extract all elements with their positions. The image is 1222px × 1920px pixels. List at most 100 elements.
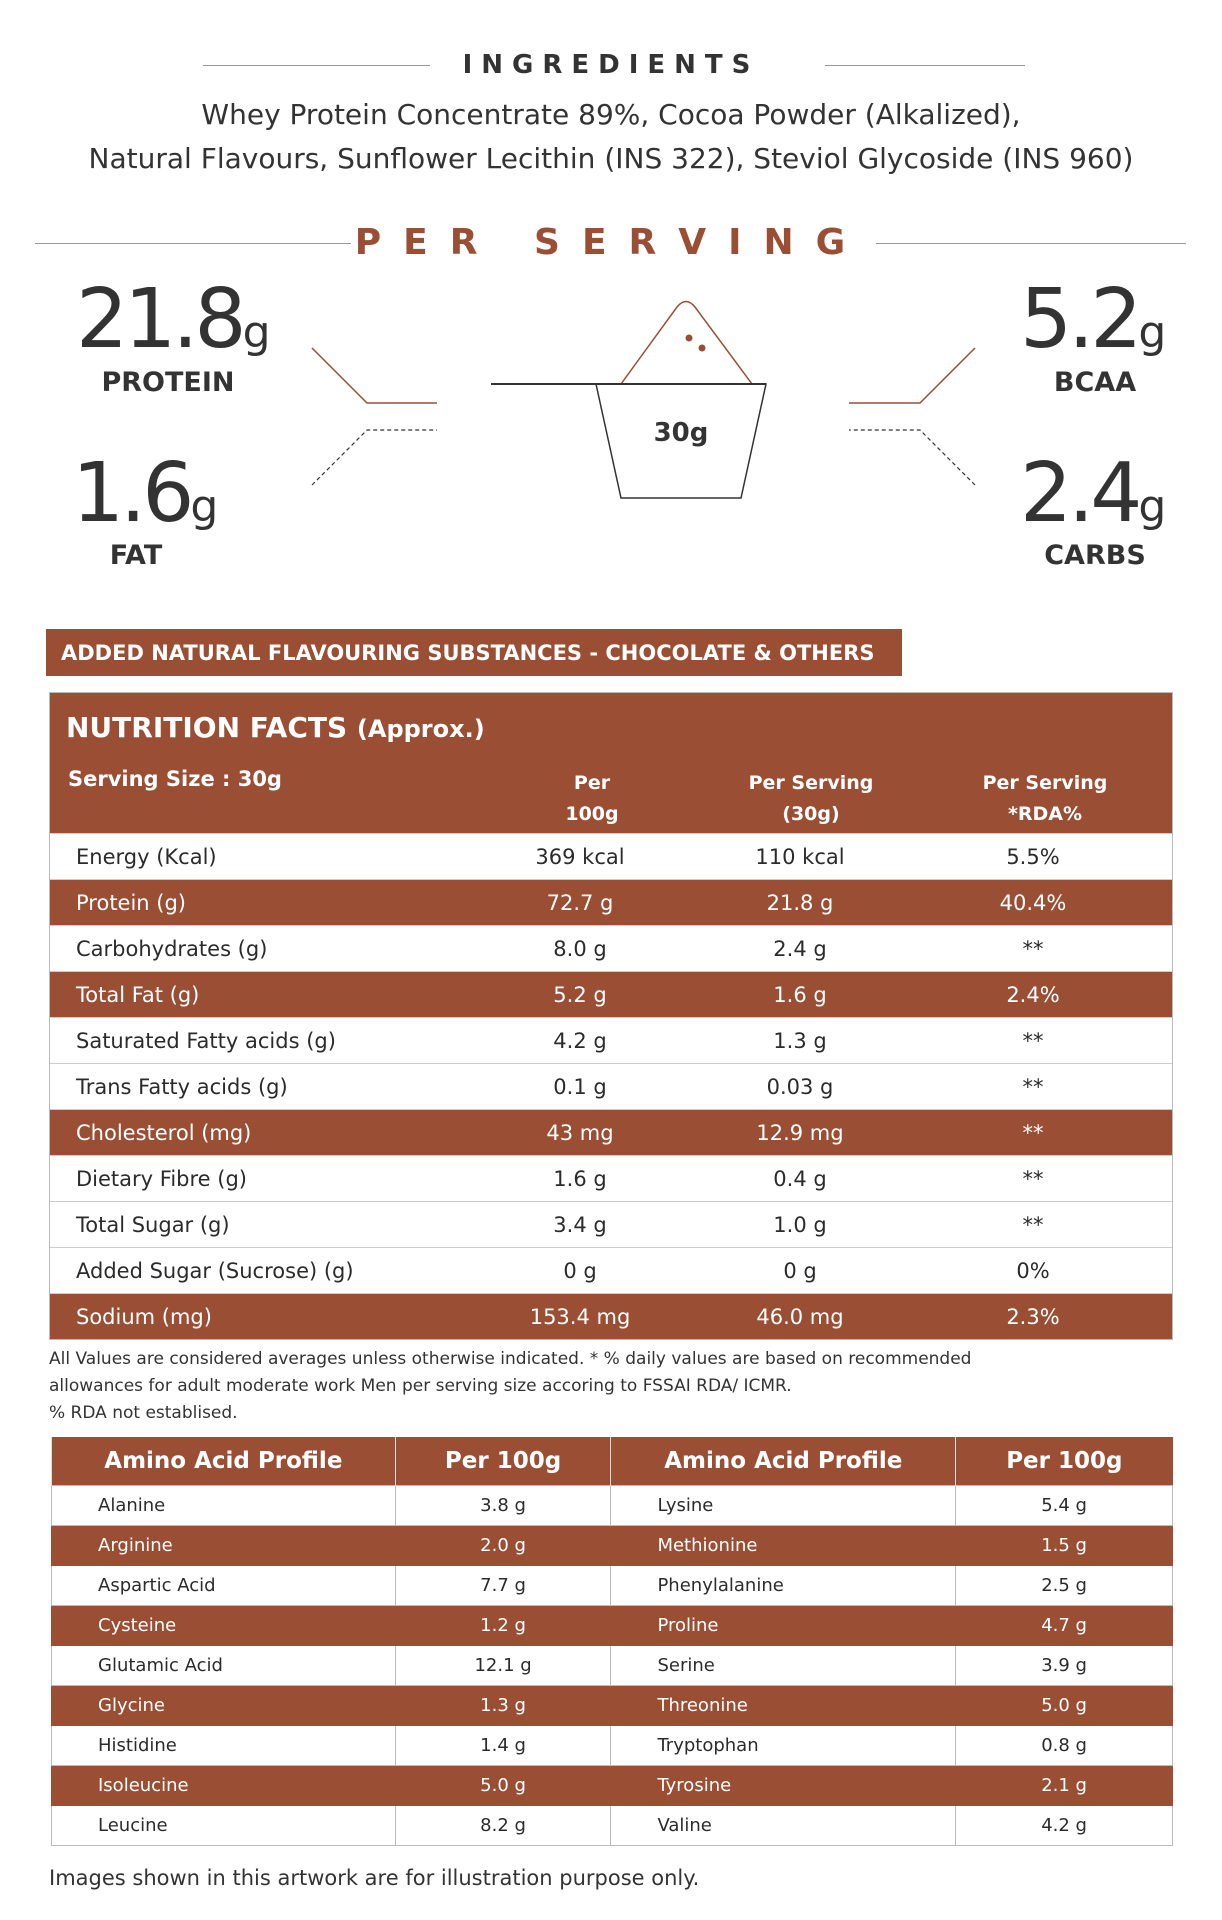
amino-acid-value: 3.9 g	[955, 1644, 1173, 1686]
amino-acid-name: Histidine	[51, 1724, 396, 1766]
divider	[876, 243, 1186, 244]
amino-row: Leucine 8.2 g Valine 4.2 g	[51, 1804, 1173, 1846]
amino-acid-name: Tyrosine	[610, 1764, 957, 1806]
amino-acid-value: 8.2 g	[394, 1804, 612, 1846]
nutrition-row: Protein (g) 72.7 g 21.8 g 40.4%	[50, 879, 1172, 925]
per-serving-value: 2.4 g	[773, 936, 827, 961]
rda-value: 2.4%	[1006, 982, 1060, 1007]
per-serving-value: 1.6 g	[773, 982, 827, 1007]
amino-acid-value: 5.0 g	[955, 1684, 1173, 1726]
amino-row: Histidine 1.4 g Tryptophan 0.8 g	[51, 1724, 1173, 1766]
nutrient-name: Trans Fatty acids (g)	[76, 1074, 288, 1099]
rda-value: **	[1022, 936, 1044, 961]
per-serving-value: 21.8 g	[766, 890, 834, 915]
col-header-per-serving: Per Serving (30g)	[748, 772, 874, 825]
per-serving-title: PER SERVING	[354, 222, 868, 263]
amino-acid-name: Phenylalanine	[610, 1564, 957, 1606]
amino-row: Isoleucine 5.0 g Tyrosine 2.1 g	[51, 1764, 1173, 1806]
amino-acid-value: 0.8 g	[955, 1724, 1173, 1766]
amino-acid-value: 4.7 g	[955, 1604, 1173, 1646]
per-100g-value: 72.7 g	[546, 890, 614, 915]
divider	[203, 65, 430, 66]
protein-value: 21.8g	[76, 272, 271, 367]
amino-header: Per 100g	[955, 1437, 1173, 1485]
amino-acid-value: 2.5 g	[955, 1564, 1173, 1606]
nutrition-row: Total Sugar (g) 3.4 g 1.0 g **	[50, 1201, 1172, 1247]
amino-acid-value: 2.0 g	[394, 1524, 612, 1566]
per-100g-value: 43 mg	[546, 1120, 614, 1145]
nutrition-row: Saturated Fatty acids (g) 4.2 g 1.3 g **	[50, 1017, 1172, 1063]
scoop-label: 30g	[653, 418, 709, 448]
per-serving-value: 0.03 g	[766, 1074, 834, 1099]
amino-acid-name: Threonine	[610, 1684, 957, 1726]
amino-row: Aspartic Acid 7.7 g Phenylalanine 2.5 g	[51, 1564, 1173, 1606]
rda-value: **	[1022, 1120, 1044, 1145]
per-100g-value: 3.4 g	[553, 1212, 607, 1237]
carbs-value: 2.4g	[1020, 446, 1167, 541]
amino-acid-value: 1.4 g	[394, 1724, 612, 1766]
rda-value: **	[1022, 1212, 1044, 1237]
nutrient-name: Added Sugar (Sucrose) (g)	[76, 1258, 354, 1283]
per-serving-value: 0 g	[783, 1258, 817, 1283]
ingredients-line: Natural Flavours, Sunflower Lecithin (IN…	[88, 142, 1134, 175]
fat-value: 1.6g	[72, 446, 219, 541]
amino-acid-value: 2.1 g	[955, 1764, 1173, 1806]
amino-row: Glycine 1.3 g Threonine 5.0 g	[51, 1684, 1173, 1726]
amino-acid-name: Isoleucine	[51, 1764, 396, 1806]
amino-row: Cysteine 1.2 g Proline 4.7 g	[51, 1604, 1173, 1646]
col-header-rda: Per Serving *RDA%	[982, 772, 1108, 825]
per-serving-value: 46.0 mg	[756, 1304, 844, 1329]
nutrition-row: Added Sugar (Sucrose) (g) 0 g 0 g 0%	[50, 1247, 1172, 1293]
divider	[35, 243, 351, 244]
amino-acid-value: 3.8 g	[394, 1484, 612, 1526]
amino-header: Per 100g	[394, 1437, 611, 1485]
amino-acid-value: 1.3 g	[394, 1684, 612, 1726]
amino-acid-value: 5.0 g	[394, 1764, 612, 1806]
amino-header: Amino Acid Profile	[51, 1437, 396, 1485]
amino-row: Alanine 3.8 g Lysine 5.4 g	[51, 1484, 1173, 1526]
amino-acid-name: Lysine	[610, 1484, 957, 1526]
nutrient-name: Saturated Fatty acids (g)	[76, 1028, 336, 1053]
amino-acid-name: Serine	[610, 1644, 957, 1686]
per-serving-value: 1.0 g	[773, 1212, 827, 1237]
amino-acid-table: Amino Acid Profile Per 100g Amino Acid P…	[51, 1437, 1173, 1846]
bcaa-label: BCAA	[1053, 367, 1137, 398]
amino-acid-name: Arginine	[51, 1524, 396, 1566]
amino-acid-name: Cysteine	[51, 1604, 396, 1646]
amino-acid-value: 4.2 g	[955, 1804, 1173, 1846]
ingredients-title: INGREDIENTS	[462, 50, 760, 80]
amino-acid-name: Glutamic Acid	[51, 1644, 396, 1686]
amino-acid-name: Aspartic Acid	[51, 1564, 396, 1606]
nutrient-name: Protein (g)	[76, 890, 187, 915]
nutrition-title: NUTRITION FACTS (Approx.)	[66, 711, 485, 744]
rda-value: **	[1022, 1074, 1044, 1099]
rda-value: 2.3%	[1006, 1304, 1060, 1329]
ingredients-line: Whey Protein Concentrate 89%, Cocoa Powd…	[201, 98, 1021, 131]
per-100g-value: 1.6 g	[553, 1166, 607, 1191]
nutrition-row: Carbohydrates (g) 8.0 g 2.4 g **	[50, 925, 1172, 971]
per-100g-value: 8.0 g	[553, 936, 607, 961]
flavouring-banner: ADDED NATURAL FLAVOURING SUBSTANCES - CH…	[46, 629, 902, 676]
amino-acid-value: 5.4 g	[955, 1484, 1173, 1526]
amino-header: Amino Acid Profile	[610, 1437, 956, 1485]
nutrition-facts-table: NUTRITION FACTS (Approx.) Serving Size :…	[49, 692, 1173, 1340]
nutrition-row: Cholesterol (mg) 43 mg 12.9 mg **	[50, 1109, 1172, 1155]
nutrition-row: Total Fat (g) 5.2 g 1.6 g 2.4%	[50, 971, 1172, 1017]
nutrient-name: Total Sugar (g)	[76, 1212, 230, 1237]
nutrition-row: Dietary Fibre (g) 1.6 g 0.4 g **	[50, 1155, 1172, 1201]
amino-acid-name: Alanine	[51, 1484, 396, 1526]
per-100g-value: 153.4 mg	[529, 1304, 631, 1329]
nutrient-name: Total Fat (g)	[76, 982, 200, 1007]
disclaimer: Images shown in this artwork are for ill…	[49, 1866, 700, 1890]
footnote: allowances for adult moderate work Men p…	[49, 1376, 792, 1396]
per-100g-value: 0.1 g	[553, 1074, 607, 1099]
amino-acid-name: Tryptophan	[610, 1724, 957, 1766]
amino-acid-name: Proline	[610, 1604, 957, 1646]
scoop-diagram	[311, 300, 976, 499]
footnote: All Values are considered averages unles…	[49, 1349, 972, 1369]
amino-row: Arginine 2.0 g Methionine 1.5 g	[51, 1524, 1173, 1566]
amino-acid-name: Glycine	[51, 1684, 396, 1726]
nutrient-name: Cholesterol (mg)	[76, 1120, 252, 1145]
rda-value: 40.4%	[999, 890, 1067, 915]
amino-acid-value: 1.5 g	[955, 1524, 1173, 1566]
